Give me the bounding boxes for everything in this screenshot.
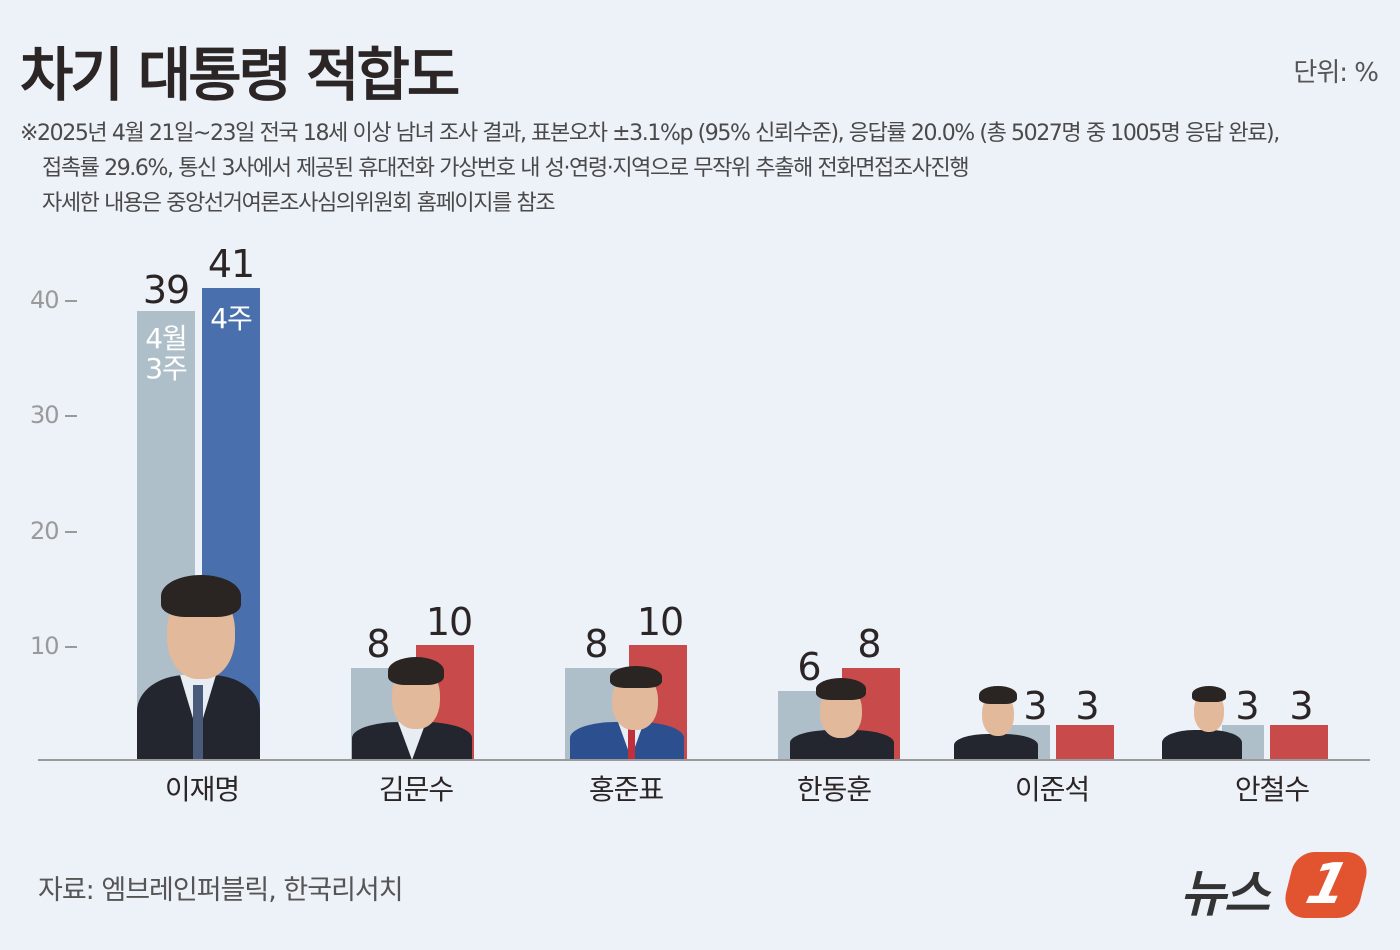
logo-text: 뉴스 [1180,865,1270,923]
logo-badge-icon: 1 [1279,852,1373,918]
tick-mark [64,300,77,302]
legend-label-prev-month: 4월 [145,322,188,355]
category-label-han-donghoon: 한동훈 [796,773,872,806]
chart-title: 차기 대통령 적합도 [20,41,460,109]
survey-note: ※2025년 4월 21일~23일 전국 18세 이상 남녀 조사 결과, 표본… [20,116,1280,221]
y-tick-label: 20 [30,517,60,545]
category-label-hong-joonpyo: 홍준표 [588,773,664,806]
survey-note-line-1: ※2025년 4월 21일~23일 전국 18세 이상 남녀 조사 결과, 표본… [20,121,1280,146]
y-tick-20: 20 [30,517,90,545]
news1-logo: 뉴스 1 [1180,850,1373,923]
legend-label-prev-week: 3주 [145,352,188,385]
value-cur-lee-junseok: 3 [1075,684,1099,728]
unit-label: 단위: % [1293,58,1379,88]
y-tick-40: 40 [30,286,90,314]
value-prev-han-donghoon: 6 [797,645,821,689]
photo-tie [193,685,203,760]
value-cur-lee-jaemyung: 41 [207,242,255,286]
candidate-photo-kim-moonsoo [352,657,472,760]
tick-mark [64,531,77,533]
tick-mark [64,415,77,417]
x-axis-baseline [38,759,1370,761]
category-label-lee-junseok: 이준석 [1014,773,1090,806]
y-tick-label: 10 [30,632,60,660]
candidate-photo-lee-junseok [954,686,1038,760]
value-prev-kim-moonsoo: 8 [366,622,390,666]
bar-chart: 40 30 20 10 39 41 4월 3주 4주 이재명 8 10 김문수 … [0,230,1400,830]
photo-suit [954,734,1038,760]
photo-tie [628,726,635,760]
tick-mark [64,646,77,648]
y-tick-label: 40 [30,286,60,314]
y-tick-30: 30 [30,401,90,429]
y-tick-label: 30 [30,401,60,429]
candidate-photo-ahn-cheolsoo [1162,686,1242,760]
legend-label-cur: 4주 [210,302,253,335]
photo-hair [388,657,444,685]
value-cur-han-donghoon: 8 [857,622,881,666]
category-label-kim-moonsoo: 김문수 [378,773,454,806]
source-note: 자료: 엠브레인퍼블릭, 한국리서치 [38,875,404,906]
value-cur-kim-moonsoo: 10 [425,600,473,644]
legend-label-prev: 4월 3주 [137,324,195,384]
candidate-photo-hong-joonpyo [570,666,684,760]
value-prev-ahn-cheolsoo: 3 [1235,684,1259,728]
bar-cur-ahn-cheolsoo [1270,725,1328,760]
logo-number: 1 [1300,852,1356,917]
photo-hair [161,575,241,617]
category-label-ahn-cheolsoo: 안철수 [1234,773,1310,806]
photo-suit [1162,730,1242,760]
candidate-photo-lee-jaemyung [137,575,260,760]
photo-hair [816,678,866,700]
photo-hair [979,686,1017,704]
photo-hair [1192,686,1226,702]
survey-note-line-2: 접촉률 29.6%, 통신 3사에서 제공된 휴대전화 가상번호 내 성·연령·… [42,156,970,181]
value-cur-hong-joonpyo: 10 [636,600,684,644]
category-label-lee-jaemyung: 이재명 [164,773,240,806]
value-prev-hong-joonpyo: 8 [584,622,608,666]
value-prev-lee-junseok: 3 [1023,684,1047,728]
candidate-photo-han-donghoon [790,678,894,760]
y-tick-10: 10 [30,632,90,660]
value-cur-ahn-cheolsoo: 3 [1289,684,1313,728]
bar-cur-lee-junseok [1056,725,1114,760]
survey-note-line-3: 자세한 내용은 중앙선거여론조사심의위원회 홈페이지를 참조 [42,191,556,216]
photo-hair [610,666,662,688]
value-prev-lee-jaemyung: 39 [142,268,190,312]
